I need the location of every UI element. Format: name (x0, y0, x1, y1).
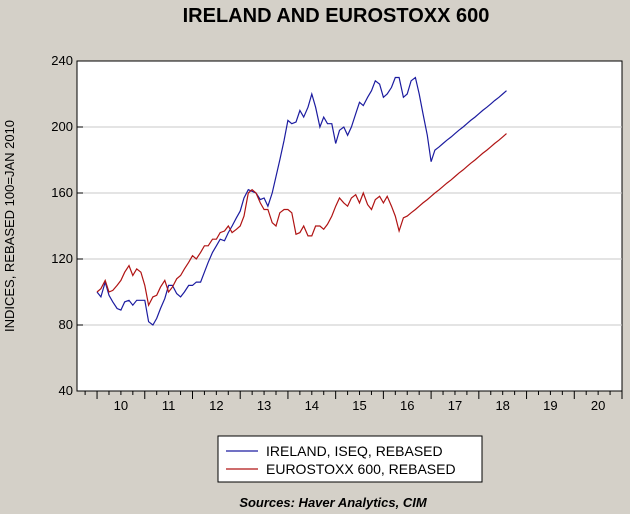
series-layer (96, 76, 507, 326)
grid-lines (77, 126, 622, 326)
y-tick-label: 160 (51, 185, 73, 200)
y-tick-label: 120 (51, 251, 73, 266)
x-tick-label: 16 (400, 398, 414, 413)
x-tick-label: 17 (448, 398, 462, 413)
y-tick-label: 200 (51, 119, 73, 134)
source-note: Sources: Haver Analytics, CIM (239, 495, 428, 510)
x-tick-label: 12 (209, 398, 223, 413)
x-tick-label: 19 (543, 398, 557, 413)
x-tick-label: 15 (352, 398, 366, 413)
legend-label-ireland: IRELAND, ISEQ, REBASED (266, 443, 443, 459)
chart-title: IRELAND AND EUROSTOXX 600 (183, 5, 490, 27)
y-tick-label: 40 (59, 383, 73, 398)
legend-label-eurostoxx: EUROSTOXX 600, REBASED (266, 461, 456, 477)
x-tick-label: 10 (114, 398, 128, 413)
series-line-0 (96, 76, 507, 326)
x-tick-label: 11 (162, 398, 176, 413)
y-tick-label: 80 (59, 317, 73, 332)
x-axis: 10 11 12 13 14 15 16 17 18 19 20 (84, 391, 623, 413)
y-axis-label: INDICES, REBASED 100=JAN 2010 (2, 120, 17, 332)
y-axis: 40 80 120 160 200 240 (51, 53, 83, 398)
legend-box (217, 435, 483, 483)
x-tick-label: 18 (495, 398, 509, 413)
y-tick-label: 240 (51, 53, 73, 68)
legend: IRELAND, ISEQ, REBASED EUROSTOXX 600, RE… (217, 435, 483, 483)
x-tick-label: 14 (305, 398, 319, 413)
plot-area (76, 60, 623, 392)
series-line-1 (96, 133, 507, 308)
x-tick-label: 13 (257, 398, 271, 413)
x-tick-label: 20 (591, 398, 605, 413)
